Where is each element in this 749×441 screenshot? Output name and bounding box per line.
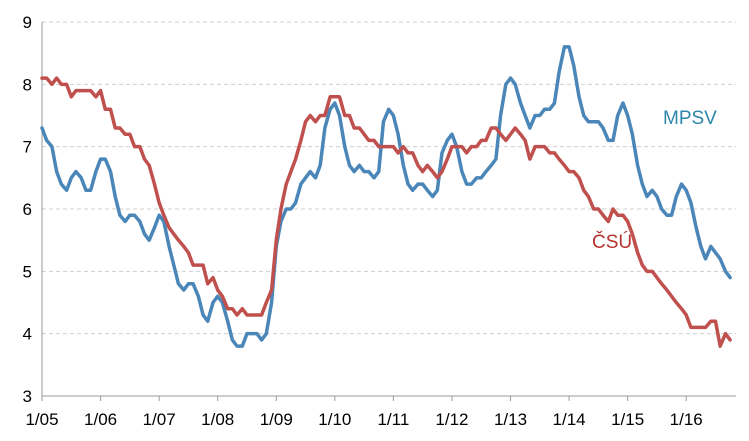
x-tick-label: 1/07 xyxy=(143,410,176,429)
y-tick-label: 7 xyxy=(23,138,32,157)
x-tick-label: 1/15 xyxy=(611,410,644,429)
x-tick-label: 1/16 xyxy=(670,410,703,429)
y-tick-label: 4 xyxy=(23,325,32,344)
series-label-mpsv: MPSV xyxy=(663,108,717,129)
x-tick-label: 1/09 xyxy=(260,410,293,429)
x-tick-label: 1/05 xyxy=(25,410,58,429)
x-tick-label: 1/10 xyxy=(318,410,351,429)
axes xyxy=(41,22,736,397)
x-tick-label: 1/12 xyxy=(435,410,468,429)
x-tick-labels: 1/05 1/06 1/07 1/08 1/09 1/10 1/11 1/12 1/13 1/14… xyxy=(25,396,703,429)
series-line-csu xyxy=(40,76,732,348)
x-tick-label: 1/13 xyxy=(494,410,527,429)
x-tick-label: 1/06 xyxy=(84,410,117,429)
x-tick-label: 1/11 xyxy=(377,410,409,429)
grid-lines xyxy=(42,21,736,335)
series-lines xyxy=(40,45,732,348)
y-tick-label: 9 xyxy=(23,13,32,32)
y-tick-labels: 3 4 5 6 7 8 9 xyxy=(23,13,32,406)
y-tick-label: 8 xyxy=(23,75,32,94)
y-tick-label: 5 xyxy=(23,262,32,281)
y-tick-label: 3 xyxy=(23,387,32,406)
series-line-mpsv xyxy=(40,45,732,348)
x-tick-label: 1/08 xyxy=(201,410,234,429)
y-tick-label: 6 xyxy=(23,200,32,219)
series-label-csu: ČSÚ xyxy=(592,231,632,253)
x-tick-label: 1/14 xyxy=(553,410,586,429)
